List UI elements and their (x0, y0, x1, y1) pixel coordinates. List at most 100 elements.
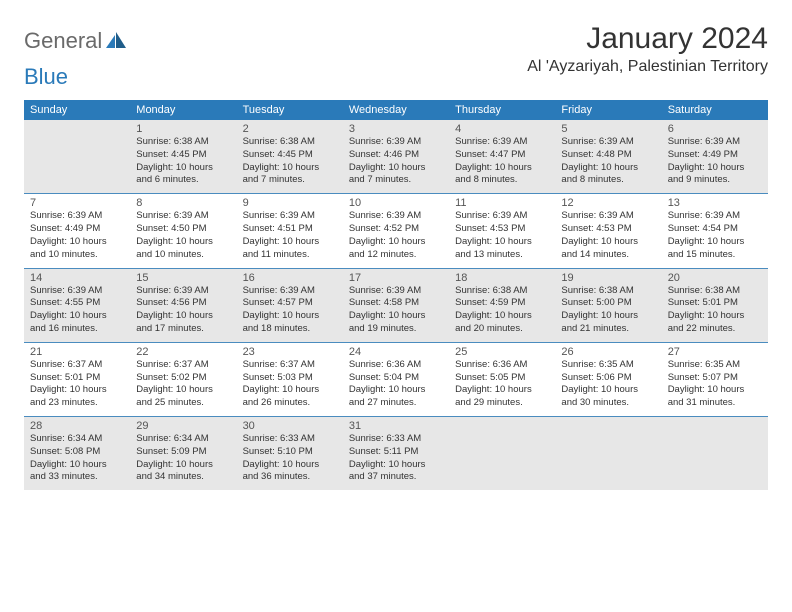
daylight-text2: and 22 minutes. (668, 323, 762, 336)
daylight-text: Daylight: 10 hours (455, 384, 549, 397)
daylight-text2: and 27 minutes. (349, 397, 443, 410)
daylight-text: Daylight: 10 hours (561, 236, 655, 249)
day-number: 1 (136, 123, 230, 135)
day-number: 30 (243, 420, 337, 432)
sunset-text: Sunset: 4:48 PM (561, 149, 655, 162)
daylight-text: Daylight: 10 hours (349, 310, 443, 323)
sunset-text: Sunset: 4:53 PM (455, 223, 549, 236)
calendar-cell: 12Sunrise: 6:39 AMSunset: 4:53 PMDayligh… (555, 194, 661, 268)
daylight-text: Daylight: 10 hours (243, 162, 337, 175)
day-info: Sunrise: 6:37 AMSunset: 5:02 PMDaylight:… (136, 359, 230, 410)
weekday-header: Thursday (449, 100, 555, 120)
day-info: Sunrise: 6:39 AMSunset: 4:53 PMDaylight:… (561, 210, 655, 261)
calendar-cell (555, 417, 661, 491)
calendar-week-row: 28Sunrise: 6:34 AMSunset: 5:08 PMDayligh… (24, 417, 768, 491)
calendar-cell: 9Sunrise: 6:39 AMSunset: 4:51 PMDaylight… (237, 194, 343, 268)
day-info: Sunrise: 6:39 AMSunset: 4:51 PMDaylight:… (243, 210, 337, 261)
daylight-text: Daylight: 10 hours (136, 310, 230, 323)
daylight-text2: and 14 minutes. (561, 249, 655, 262)
daylight-text: Daylight: 10 hours (349, 384, 443, 397)
sunrise-text: Sunrise: 6:37 AM (136, 359, 230, 372)
day-number: 5 (561, 123, 655, 135)
sunrise-text: Sunrise: 6:36 AM (349, 359, 443, 372)
sunrise-text: Sunrise: 6:38 AM (136, 136, 230, 149)
day-number: 12 (561, 197, 655, 209)
day-number: 16 (243, 272, 337, 284)
calendar-page: General January 2024 Al 'Ayzariyah, Pale… (0, 0, 792, 512)
calendar-cell: 16Sunrise: 6:39 AMSunset: 4:57 PMDayligh… (237, 268, 343, 342)
day-info: Sunrise: 6:33 AMSunset: 5:10 PMDaylight:… (243, 433, 337, 484)
calendar-cell: 14Sunrise: 6:39 AMSunset: 4:55 PMDayligh… (24, 268, 130, 342)
sunset-text: Sunset: 4:49 PM (30, 223, 124, 236)
daylight-text: Daylight: 10 hours (455, 162, 549, 175)
daylight-text: Daylight: 10 hours (243, 310, 337, 323)
day-number: 29 (136, 420, 230, 432)
day-number: 18 (455, 272, 549, 284)
weekday-header: Tuesday (237, 100, 343, 120)
day-number: 3 (349, 123, 443, 135)
day-info: Sunrise: 6:39 AMSunset: 4:58 PMDaylight:… (349, 285, 443, 336)
day-info: Sunrise: 6:36 AMSunset: 5:04 PMDaylight:… (349, 359, 443, 410)
sunrise-text: Sunrise: 6:38 AM (561, 285, 655, 298)
calendar-cell: 7Sunrise: 6:39 AMSunset: 4:49 PMDaylight… (24, 194, 130, 268)
day-info: Sunrise: 6:39 AMSunset: 4:54 PMDaylight:… (668, 210, 762, 261)
month-title: January 2024 (527, 22, 768, 56)
calendar-cell: 6Sunrise: 6:39 AMSunset: 4:49 PMDaylight… (662, 120, 768, 194)
calendar-cell: 22Sunrise: 6:37 AMSunset: 5:02 PMDayligh… (130, 342, 236, 416)
calendar-cell: 27Sunrise: 6:35 AMSunset: 5:07 PMDayligh… (662, 342, 768, 416)
sunrise-text: Sunrise: 6:39 AM (243, 210, 337, 223)
day-info: Sunrise: 6:34 AMSunset: 5:08 PMDaylight:… (30, 433, 124, 484)
day-number: 13 (668, 197, 762, 209)
calendar-cell (449, 417, 555, 491)
daylight-text2: and 30 minutes. (561, 397, 655, 410)
sunset-text: Sunset: 5:01 PM (30, 372, 124, 385)
day-number: 10 (349, 197, 443, 209)
daylight-text: Daylight: 10 hours (561, 384, 655, 397)
day-number: 31 (349, 420, 443, 432)
daylight-text: Daylight: 10 hours (668, 310, 762, 323)
brand-logo: General (24, 22, 128, 54)
sunrise-text: Sunrise: 6:34 AM (136, 433, 230, 446)
daylight-text: Daylight: 10 hours (455, 310, 549, 323)
calendar-cell: 11Sunrise: 6:39 AMSunset: 4:53 PMDayligh… (449, 194, 555, 268)
sunrise-text: Sunrise: 6:39 AM (455, 210, 549, 223)
daylight-text: Daylight: 10 hours (349, 459, 443, 472)
daylight-text2: and 7 minutes. (349, 174, 443, 187)
calendar-cell: 26Sunrise: 6:35 AMSunset: 5:06 PMDayligh… (555, 342, 661, 416)
sunset-text: Sunset: 5:08 PM (30, 446, 124, 459)
day-number: 20 (668, 272, 762, 284)
sunset-text: Sunset: 5:04 PM (349, 372, 443, 385)
daylight-text: Daylight: 10 hours (349, 162, 443, 175)
sunrise-text: Sunrise: 6:38 AM (668, 285, 762, 298)
calendar-week-row: 1Sunrise: 6:38 AMSunset: 4:45 PMDaylight… (24, 120, 768, 194)
daylight-text: Daylight: 10 hours (243, 236, 337, 249)
weekday-header: Sunday (24, 100, 130, 120)
day-number: 14 (30, 272, 124, 284)
sunset-text: Sunset: 4:56 PM (136, 297, 230, 310)
sunset-text: Sunset: 4:51 PM (243, 223, 337, 236)
day-info: Sunrise: 6:39 AMSunset: 4:49 PMDaylight:… (30, 210, 124, 261)
weekday-header: Saturday (662, 100, 768, 120)
day-info: Sunrise: 6:38 AMSunset: 4:59 PMDaylight:… (455, 285, 549, 336)
calendar-cell: 30Sunrise: 6:33 AMSunset: 5:10 PMDayligh… (237, 417, 343, 491)
sunset-text: Sunset: 5:05 PM (455, 372, 549, 385)
day-info: Sunrise: 6:38 AMSunset: 5:00 PMDaylight:… (561, 285, 655, 336)
sunrise-text: Sunrise: 6:39 AM (349, 136, 443, 149)
brand-part2: Blue (24, 64, 68, 90)
sunrise-text: Sunrise: 6:34 AM (30, 433, 124, 446)
sunrise-text: Sunrise: 6:39 AM (30, 210, 124, 223)
day-info: Sunrise: 6:34 AMSunset: 5:09 PMDaylight:… (136, 433, 230, 484)
daylight-text: Daylight: 10 hours (30, 459, 124, 472)
weekday-header: Monday (130, 100, 236, 120)
sunset-text: Sunset: 5:06 PM (561, 372, 655, 385)
sunrise-text: Sunrise: 6:35 AM (561, 359, 655, 372)
daylight-text2: and 16 minutes. (30, 323, 124, 336)
daylight-text2: and 21 minutes. (561, 323, 655, 336)
day-number: 25 (455, 346, 549, 358)
daylight-text: Daylight: 10 hours (668, 162, 762, 175)
daylight-text: Daylight: 10 hours (349, 236, 443, 249)
sunset-text: Sunset: 4:57 PM (243, 297, 337, 310)
calendar-cell: 19Sunrise: 6:38 AMSunset: 5:00 PMDayligh… (555, 268, 661, 342)
day-number: 6 (668, 123, 762, 135)
day-info: Sunrise: 6:37 AMSunset: 5:03 PMDaylight:… (243, 359, 337, 410)
